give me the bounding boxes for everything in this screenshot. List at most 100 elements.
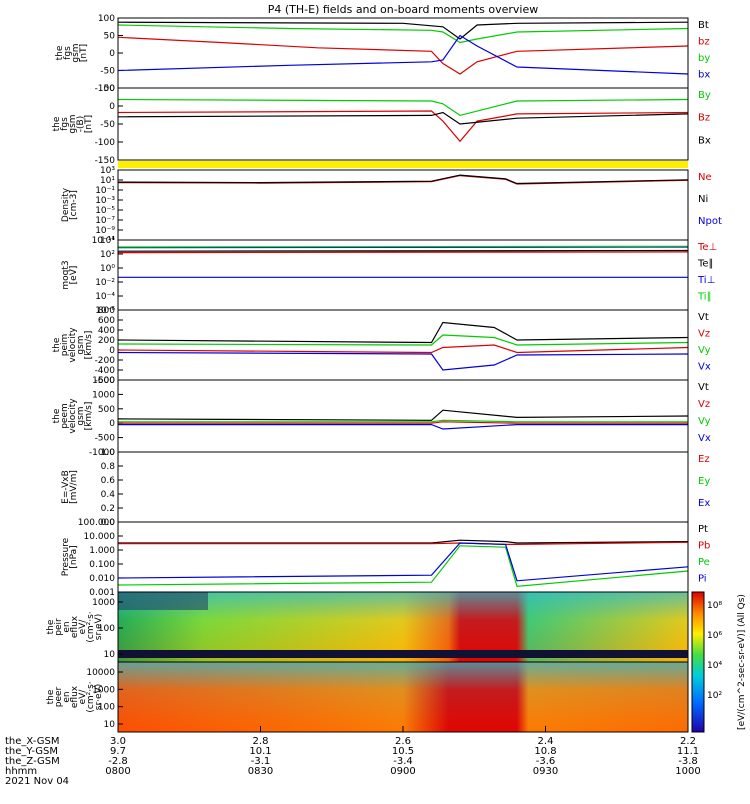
xaxis-value: 2.6 xyxy=(395,736,411,747)
ytick-label: 600 xyxy=(98,316,115,326)
series-Te⊥ xyxy=(117,251,689,254)
series-Ti∥ xyxy=(117,245,689,248)
ylabel-peir_eflux: peir xyxy=(54,618,64,636)
ytick-label: 400 xyxy=(98,326,115,336)
xaxis-value: 1000 xyxy=(675,766,700,777)
legend-Bz: Bz xyxy=(698,113,710,124)
legend-Npot: Npot xyxy=(698,216,722,227)
ylabel-peer_eflux: (cm²·s· xyxy=(86,681,96,712)
ytick-label: 0.0 xyxy=(101,518,116,528)
ytick-label: 100 xyxy=(98,14,115,24)
ytick-label: 10⁻² xyxy=(95,278,115,288)
series-Vz xyxy=(118,421,688,424)
ytick-label: 800 xyxy=(98,306,115,316)
ylabel-peem_velocity: peem xyxy=(60,403,70,429)
legend-Pe: Pe xyxy=(698,557,710,568)
ytick-label: 10⁻⁵ xyxy=(95,206,115,216)
legend-Bt: Bt xyxy=(698,20,709,31)
ylabel-peer_eflux: sr·eV) xyxy=(94,684,104,710)
status-bar xyxy=(118,161,688,168)
colorbar-label: [eV/(cm^2-sec-sr-eV)] (All Qs) xyxy=(737,594,747,730)
legend-Ti∥: Ti∥ xyxy=(697,292,712,303)
series-Vx xyxy=(118,424,688,430)
ytick-label: 10⁻⁹ xyxy=(95,226,115,236)
ylabel-fgs_gsm: [nT] xyxy=(79,44,89,62)
ylabel-peem_velocity: the xyxy=(52,408,62,423)
ytick-label: 0.010 xyxy=(89,574,115,584)
ylabel-fgs_gsm_m: [nT] xyxy=(84,115,94,133)
ytick-label: 50 xyxy=(104,32,116,42)
xaxis-value: 0830 xyxy=(248,766,273,777)
xaxis-value: -3.6 xyxy=(536,756,556,767)
legend-Vz: Vz xyxy=(698,399,710,410)
ytick-label: 0.4 xyxy=(101,490,116,500)
xaxis-value: -2.8 xyxy=(108,756,128,767)
xaxis-date: 2021 Nov 04 xyxy=(5,776,69,787)
legend-Bx: Bx xyxy=(698,135,711,146)
ylabel-peer_eflux: peer xyxy=(54,686,64,707)
series-Ni xyxy=(117,174,689,185)
ytick-label: 0.6 xyxy=(101,476,116,486)
ytick-label: 10² xyxy=(100,250,115,260)
ytick-label: 0 xyxy=(109,102,115,112)
panel-density: Density[cm-3]10³10¹10⁻¹10⁻³10⁻⁵10⁻⁷10⁻⁹1… xyxy=(61,166,722,278)
ytick-label: -400 xyxy=(95,366,116,376)
ylabel-efield: [mV/m] xyxy=(69,470,79,504)
legend-Vy: Vy xyxy=(698,345,711,356)
ytick-label: 0 xyxy=(109,346,115,356)
ytick-label: -600 xyxy=(95,376,116,386)
ylabel-peir_eflux: eV/ xyxy=(78,619,88,635)
xaxis-value: 11.1 xyxy=(677,746,699,757)
ytick-label: -1000 xyxy=(89,448,115,458)
ytick-label: 1000 xyxy=(92,685,115,695)
series-Bx xyxy=(117,111,689,125)
xaxis-value: 0800 xyxy=(105,766,130,777)
ytick-label: 0 xyxy=(109,49,115,59)
ytick-label: 10⁻⁷ xyxy=(95,216,115,226)
ytick-label: -100 xyxy=(95,138,116,148)
series-Vy xyxy=(117,334,689,346)
legend-Ey: Ey xyxy=(698,476,710,487)
ylabel-peim_velocity: peim xyxy=(60,334,70,357)
ytick-label: 1500 xyxy=(92,376,115,386)
legend-Ez: Ez xyxy=(698,454,710,465)
ytick-label: 0.100 xyxy=(89,560,115,570)
ylabel-fgs_gsm_m: gsm xyxy=(68,114,78,133)
ytick-label: 10⁻¹¹ xyxy=(92,236,116,246)
colorbar: 10⁸ 10⁶ 10⁴ 10² [eV/(cm^2-sec-sr-eV)] (All Q… xyxy=(691,591,747,733)
ylabel-peem_velocity: [km/s] xyxy=(84,402,94,431)
ytick-label: 0.001 xyxy=(89,588,115,598)
xaxis-value: 10.5 xyxy=(392,746,414,757)
ytick-label: 1.000 xyxy=(89,546,115,556)
panel-frame xyxy=(117,17,689,89)
panel-frame xyxy=(117,169,689,241)
ylabel-peem_velocity: velocity xyxy=(68,398,78,434)
series-Ti⊥ xyxy=(117,246,689,249)
ylabel-peir_eflux: the xyxy=(46,619,56,634)
ylabel-fgs_gsm_m: fgs xyxy=(60,117,70,131)
legend-Ex: Ex xyxy=(698,498,710,509)
ytick-label: 0.8 xyxy=(101,462,116,472)
xaxis-value: 0900 xyxy=(390,766,415,777)
xaxis-row-label: hhmm xyxy=(5,766,37,777)
legend-Pi: Pi xyxy=(698,574,707,585)
legend-Te∥: Te∥ xyxy=(697,259,714,270)
series-Vt xyxy=(117,409,689,421)
heatmap-overlay-peer_eflux xyxy=(118,662,688,732)
legend-Pb: Pb xyxy=(698,541,710,552)
legend-Vx: Vx xyxy=(698,433,711,444)
series-Te∥ xyxy=(117,249,689,252)
ytick-label: 10⁻⁶ xyxy=(95,306,115,316)
series-Vy xyxy=(118,419,688,423)
series-Bz xyxy=(117,110,689,143)
panel-frame xyxy=(117,521,689,593)
figure-title: P4 (TH-E) fields and on-board moments ov… xyxy=(268,3,539,16)
ylabel-peer_eflux: en xyxy=(62,691,72,702)
ytick-label: 10¹ xyxy=(100,176,115,186)
xaxis-value: -3.4 xyxy=(393,756,413,767)
series-Vt xyxy=(117,321,689,344)
